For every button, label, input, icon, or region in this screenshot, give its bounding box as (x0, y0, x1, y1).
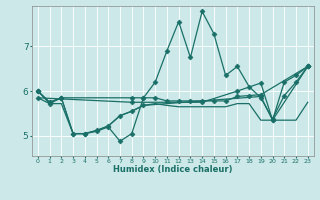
X-axis label: Humidex (Indice chaleur): Humidex (Indice chaleur) (113, 165, 233, 174)
